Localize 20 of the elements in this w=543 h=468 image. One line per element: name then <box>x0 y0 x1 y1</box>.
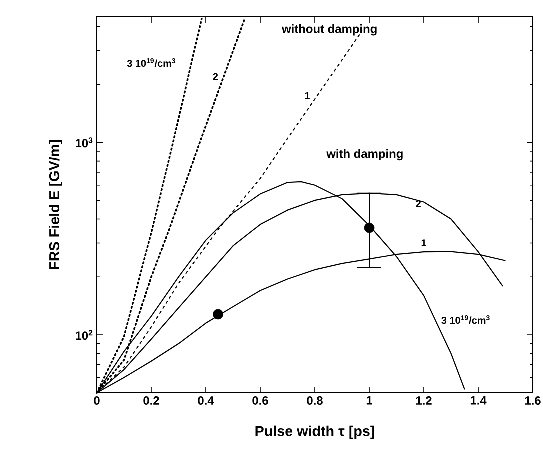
x-tick-label: 0.8 <box>307 396 323 405</box>
x-tick-label: 1 <box>366 396 372 405</box>
x-tick-label: 0.4 <box>198 396 214 405</box>
y-tick-label: 10$^{3}$ <box>76 138 93 148</box>
x-tick-label: 0.6 <box>252 396 268 405</box>
y-axis-title: FRS Field E [GV/m] <box>49 140 62 270</box>
annotation: 1 <box>422 240 426 247</box>
y-tick-label: 10$^{2}$ <box>76 330 93 340</box>
x-tick-label: 1.4 <box>470 396 487 405</box>
x-tick-label: 0 <box>94 396 100 405</box>
annotation: 3 10$^{19}$/cm$^{3}$ <box>127 58 176 68</box>
annotation: with damping <box>326 149 403 161</box>
x-tick-label: 1.2 <box>416 396 432 405</box>
annotation: 1 <box>305 92 310 100</box>
annotation: 3 10$^{19}$/cm$^{3}$ <box>442 316 490 324</box>
annotation: without damping <box>282 24 377 36</box>
annotation: 2 <box>213 73 218 80</box>
x-axis-title: Pulse width τ [ps] <box>256 426 374 440</box>
x-tick-label: 0.2 <box>144 396 160 405</box>
x-tick-label: 1.6 <box>525 396 541 405</box>
